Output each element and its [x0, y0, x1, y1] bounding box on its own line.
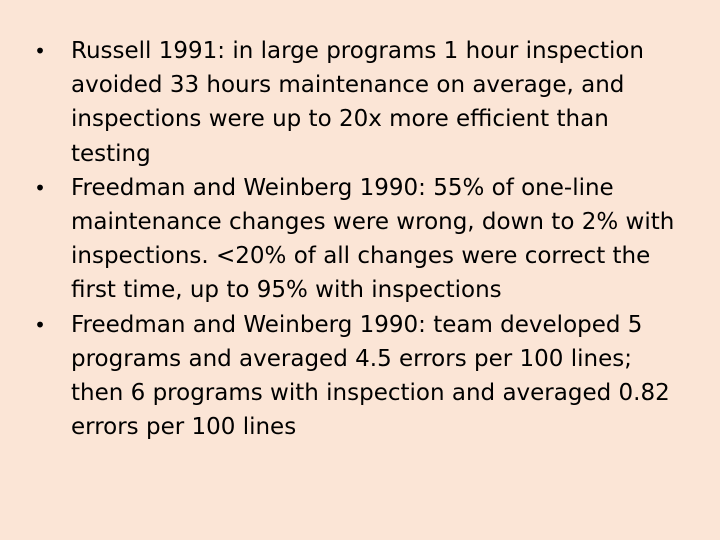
bullet-text: Russell 1991: in large programs 1 hour i…: [71, 38, 645, 167]
bullet-text: Freedman and Weinberg 1990: 55% of one-l…: [71, 174, 675, 304]
bullet-item-russell-1991: • Russell 1991: in large programs 1 hour…: [30, 34, 680, 171]
bullet-text: Freedman and Weinberg 1990: team develop…: [71, 311, 670, 441]
bullet-icon: •: [34, 39, 46, 63]
bullet-item-freedman-weinberg-errors: • Freedman and Weinberg 1990: team devel…: [30, 308, 680, 445]
bullet-list: • Russell 1991: in large programs 1 hour…: [30, 34, 680, 444]
bullet-icon: •: [34, 175, 46, 200]
bullet-item-freedman-weinberg-changes: • Freedman and Weinberg 1990: 55% of one…: [30, 171, 680, 308]
bullet-icon: •: [34, 312, 46, 337]
